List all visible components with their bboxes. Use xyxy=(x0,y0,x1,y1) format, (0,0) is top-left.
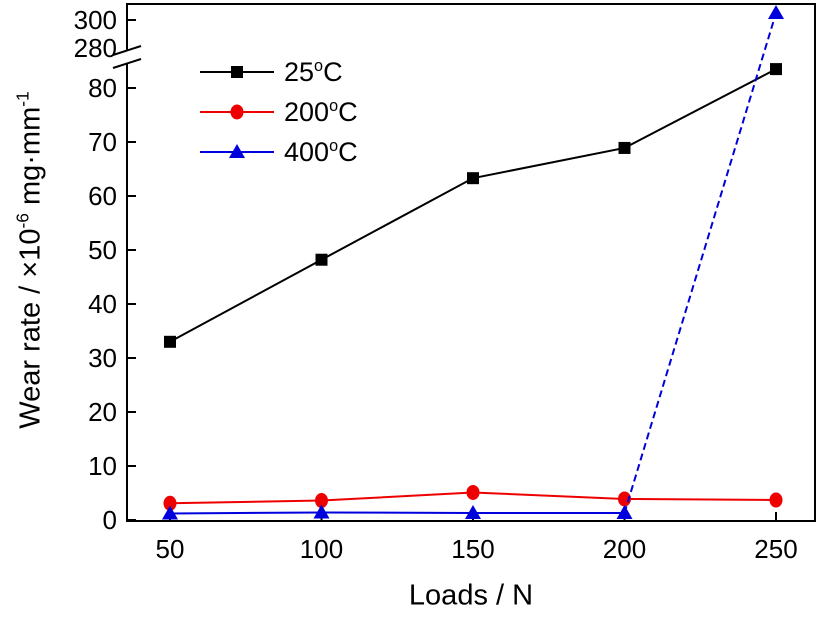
legend-label-25c: 25oC xyxy=(284,57,343,87)
marker-square xyxy=(164,335,176,348)
y-tick-label: 0 xyxy=(103,505,117,535)
legend-item-400c: 400oC xyxy=(198,132,358,172)
series-line-dashed xyxy=(623,12,777,514)
x-tick-label: 250 xyxy=(754,534,797,564)
y-tick-label: 50 xyxy=(88,235,117,265)
x-tick-label: 150 xyxy=(451,534,494,564)
y-tick-label: 300 xyxy=(74,5,117,35)
marker-square xyxy=(231,66,243,78)
legend-swatch-square-icon xyxy=(200,66,274,78)
plot-frame xyxy=(126,3,816,522)
y-axis-title-sup-exponent2: -1 xyxy=(12,91,33,107)
marker-triangle xyxy=(162,505,178,520)
y-tick-label: 10 xyxy=(88,451,117,481)
marker-triangle xyxy=(768,5,784,19)
y-tick-label: 280 xyxy=(74,33,117,63)
marker-circle xyxy=(163,495,177,511)
legend-swatch-circle-icon xyxy=(200,104,274,120)
y-tick-label: 30 xyxy=(88,343,117,373)
series-line xyxy=(169,511,625,515)
marker-triangle xyxy=(465,504,481,519)
marker-triangle xyxy=(229,144,245,158)
y-axis-title-units: mg·mm xyxy=(14,106,47,214)
x-tick-label: 50 xyxy=(156,534,185,564)
y-axis-title-sup-exponent: -6 xyxy=(12,213,33,229)
marker-circle xyxy=(466,484,480,500)
marker-square xyxy=(467,172,479,185)
marker-square xyxy=(770,63,782,76)
y-tick-label: 20 xyxy=(88,397,117,427)
marker-circle xyxy=(618,491,631,507)
marker-square xyxy=(315,253,328,266)
marker-circle xyxy=(230,104,244,120)
legend-label-400c: 400oC xyxy=(284,137,358,167)
marker-triangle xyxy=(616,504,633,519)
legend-label-200c: 200oC xyxy=(284,97,358,127)
y-axis-title-text: Wear rate / ×10 xyxy=(14,228,47,429)
y-axis-title: Wear rate / ×10-6 mg·mm-1 xyxy=(13,91,48,428)
marker-circle xyxy=(769,492,783,508)
y-tick-label: 70 xyxy=(88,127,117,157)
legend: 25oC 200oC 400oC xyxy=(198,52,358,172)
x-tick-label: 200 xyxy=(603,534,646,564)
y-tick-label: 80 xyxy=(88,73,117,103)
legend-swatch-triangle-icon xyxy=(200,144,274,158)
y-tick-label: 60 xyxy=(88,181,117,211)
x-tick-label: 100 xyxy=(300,534,343,564)
marker-square xyxy=(618,141,631,154)
legend-item-25c: 25oC xyxy=(198,52,358,92)
axis-break-slash-icon xyxy=(112,45,142,56)
y-tick-label: 40 xyxy=(88,289,117,319)
marker-circle xyxy=(315,493,328,509)
legend-item-200c: 200oC xyxy=(198,92,358,132)
axis-break-slash-icon xyxy=(112,58,142,69)
x-axis-title: Loads / N xyxy=(408,579,534,612)
marker-triangle xyxy=(313,504,330,519)
